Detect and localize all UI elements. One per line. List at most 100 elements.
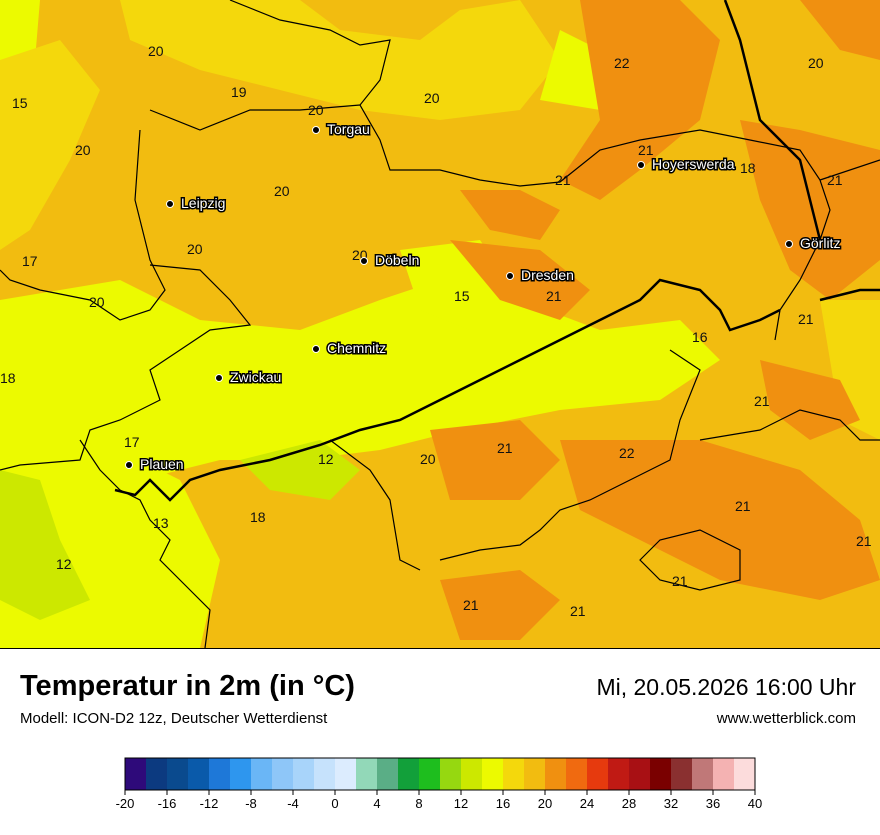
legend-tick-label: -20 — [116, 796, 135, 811]
region-green-south — [240, 440, 360, 500]
value-label: 21 — [798, 311, 814, 327]
legend-tick-label: 12 — [454, 796, 468, 811]
map-title: Temperatur in 2m (in °C) — [20, 670, 355, 702]
city-dot-doebeln — [360, 257, 368, 265]
legend-tick-label: 20 — [538, 796, 552, 811]
border-region-karlsbad — [329, 439, 421, 571]
city-dot-dresden — [506, 272, 514, 280]
value-label: 21 — [672, 573, 688, 589]
value-label: 17 — [124, 434, 140, 450]
legend-swatch — [608, 758, 630, 790]
legend-swatch — [146, 758, 168, 790]
value-label: 15 — [12, 95, 28, 111]
value-label: 21 — [754, 393, 770, 409]
legend-ticks: -20 -16 -12 -8 -4 0 4 8 12 16 20 24 28 32 36 40 — [116, 790, 762, 811]
legend-tick-label: -8 — [245, 796, 257, 811]
region-orange-ne — [800, 0, 880, 60]
legend-swatch — [356, 758, 378, 790]
value-label: 21 — [735, 498, 751, 514]
value-label: 20 — [187, 241, 203, 257]
legend-swatch — [692, 758, 714, 790]
city-label-doebeln: Döbeln — [375, 252, 419, 268]
region-ore-mountains — [0, 280, 720, 520]
value-label: 22 — [619, 445, 635, 461]
legend-swatch — [524, 758, 546, 790]
model-source: Modell: ICON-D2 12z, Deutscher Wetterdie… — [20, 710, 328, 727]
value-label: 20 — [424, 90, 440, 106]
city-dot-torgau — [312, 126, 320, 134]
legend-canvas: -20 -16 -12 -8 -4 0 4 8 12 16 20 24 28 32 36 40 — [116, 757, 762, 811]
border-region-inner — [639, 529, 741, 591]
city-label-plauen: Plauen — [140, 456, 184, 472]
city-label-goerlitz: Görlitz — [800, 235, 840, 251]
city-label-hoyerswerda: Hoyerswerda — [652, 156, 735, 172]
map-canvas: 20 22 20 15 19 20 20 20 21 21 18 20 21 2… — [0, 0, 880, 648]
legend-swatch — [587, 758, 609, 790]
legend-swatches — [124, 757, 756, 791]
value-label: 12 — [56, 556, 72, 572]
city-dot-goerlitz — [785, 240, 793, 248]
city-label-zwickau: Zwickau — [230, 369, 281, 385]
city-label-dresden: Dresden — [521, 267, 574, 283]
legend-swatch — [713, 758, 735, 790]
legend-swatch — [293, 758, 315, 790]
legend-tick-label: 32 — [664, 796, 678, 811]
legend-swatch — [545, 758, 567, 790]
value-label: 13 — [153, 515, 169, 531]
value-label: 21 — [463, 597, 479, 613]
legend-swatch — [482, 758, 504, 790]
value-label: 21 — [827, 172, 843, 188]
legend-swatch — [251, 758, 273, 790]
temperature-values: 20 22 20 15 19 20 20 20 21 21 18 20 21 2… — [0, 43, 872, 619]
website-link: www.wetterblick.com — [716, 710, 856, 727]
value-label: 16 — [692, 329, 708, 345]
value-label: 15 — [454, 288, 470, 304]
legend-border — [124, 757, 756, 791]
value-label: 22 — [614, 55, 630, 71]
region-orange-se — [760, 360, 860, 440]
legend-swatch — [629, 758, 651, 790]
region-orange-east — [740, 120, 880, 300]
city-label-chemnitz: Chemnitz — [327, 340, 386, 356]
legend-tick-label: 24 — [580, 796, 594, 811]
legend-swatch — [188, 758, 210, 790]
value-label: 21 — [497, 440, 513, 456]
legend-swatch — [650, 758, 672, 790]
value-label: 20 — [89, 294, 105, 310]
value-label: 20 — [274, 183, 290, 199]
border-saxony-anhalt-north — [149, 104, 361, 131]
legend-swatch — [167, 758, 189, 790]
city-dot-zwickau — [215, 374, 223, 382]
legend-swatch — [566, 758, 588, 790]
border-brandenburg — [229, 0, 831, 341]
legend-swatch — [671, 758, 693, 790]
value-label: 21 — [638, 142, 654, 158]
legend-tick-label: 36 — [706, 796, 720, 811]
border-bavaria — [79, 439, 211, 648]
region-west — [0, 40, 100, 250]
legend-tick-label: -4 — [287, 796, 299, 811]
forecast-datetime: Mi, 20.05.2026 16:00 Uhr — [596, 674, 856, 700]
city-dot-leipzig — [166, 200, 174, 208]
border-czech — [114, 278, 781, 502]
legend-swatch — [440, 758, 462, 790]
border-thuringia — [0, 264, 252, 471]
value-label: 20 — [308, 102, 324, 118]
city-label-leipzig: Leipzig — [181, 195, 225, 211]
value-label: 20 — [75, 142, 91, 158]
border-poland-south — [819, 288, 880, 302]
legend-tick-label: 4 — [373, 796, 380, 811]
city-dot-hoyerswerda — [637, 161, 645, 169]
legend-swatch — [230, 758, 252, 790]
legend-swatch — [461, 758, 483, 790]
legend-swatch — [272, 758, 294, 790]
value-label: 20 — [808, 55, 824, 71]
border-poland — [723, 0, 822, 241]
value-label: 21 — [570, 603, 586, 619]
legend-tick-label: 8 — [415, 796, 422, 811]
legend-swatch — [209, 758, 231, 790]
city-dot-chemnitz — [312, 345, 320, 353]
region-orange-bohemia1 — [430, 420, 560, 500]
legend-swatch — [398, 758, 420, 790]
region-orange-bohemia2 — [560, 440, 880, 600]
